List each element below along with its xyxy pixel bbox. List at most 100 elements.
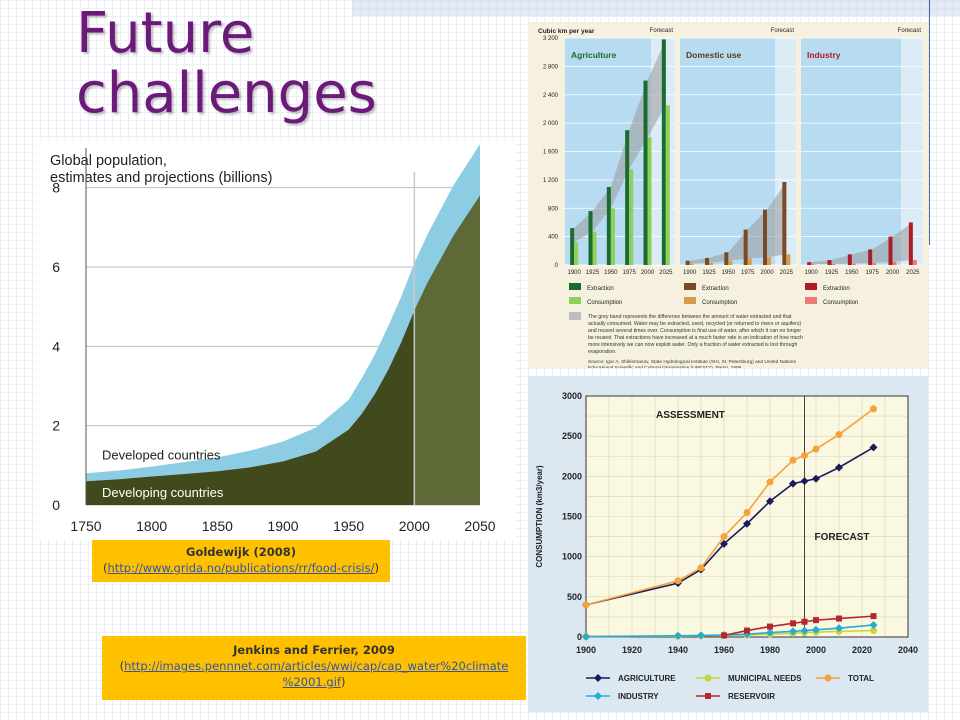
slide-title: Future challenges (76, 4, 377, 124)
forecast-label: Forecast (898, 28, 922, 34)
data-point (789, 456, 797, 464)
line-xtick-label: 1920 (622, 645, 642, 655)
caption-goldewijk-open: ( (102, 561, 108, 575)
bar-xtick-label: 2000 (760, 270, 774, 276)
consumption-bar (747, 258, 752, 265)
data-point (743, 508, 751, 516)
bar-ytick-label: 2 400 (543, 93, 559, 99)
bar-xtick-label: 1900 (683, 270, 697, 276)
data-point (767, 623, 773, 630)
line-xtick-label: 2040 (898, 645, 918, 655)
extraction-bar (705, 257, 709, 265)
series-line-reservoir (723, 615, 874, 637)
line-ytick-label: 1000 (562, 552, 582, 562)
legend-marker (705, 693, 711, 699)
bar-xtick-label: 1975 (741, 270, 755, 276)
forecast-label: Forecast (771, 28, 795, 34)
extraction-bar (782, 182, 787, 265)
data-point (801, 618, 808, 625)
data-point (744, 627, 750, 634)
consumption-bar (786, 254, 791, 265)
sector-panel-label: Industry (807, 50, 841, 60)
bar-xtick-label: 2000 (641, 270, 655, 276)
bar-xtick-label: 2025 (906, 270, 920, 276)
data-point (870, 405, 877, 413)
legend-swatch-extraction (805, 283, 817, 290)
data-point (801, 451, 808, 459)
consumption-bar (665, 105, 670, 265)
caption-goldewijk-author: Goldewijk (2008) (186, 545, 296, 559)
extraction-bar (763, 209, 767, 265)
data-point (720, 533, 728, 541)
legend-swatch-consumption (569, 297, 581, 304)
extraction-bar (570, 228, 575, 265)
legend-label-consumption: Consumption (823, 300, 858, 306)
water-sector-panel: Cubic km per year 0 400 800 1 200 1 600 2 000… (528, 22, 928, 371)
line-ytick-label: 1500 (562, 512, 582, 522)
consumption-bar (767, 257, 771, 265)
pop-ytick-label: 0 (52, 497, 60, 513)
extraction-bar (724, 252, 729, 265)
data-point (674, 631, 682, 640)
data-point (582, 632, 590, 641)
sector-panel-label: Domestic use (686, 50, 742, 60)
caption-jenkins-link-line1[interactable]: http://images.pennnet.com/articles/wwi/c… (124, 659, 509, 673)
bar-ytick-label: 400 (548, 235, 559, 241)
legend-marker (594, 692, 602, 700)
bar-xtick-label: 1975 (865, 270, 879, 276)
bar-xtick-label: 2025 (780, 270, 794, 276)
line-xtick-label: 1980 (760, 645, 780, 655)
data-point (721, 632, 727, 639)
extraction-bar (661, 39, 666, 266)
line-ytick-label: 2500 (562, 431, 582, 441)
data-point (800, 626, 809, 635)
consumption-bar (592, 231, 597, 265)
line-xtick-label: 2020 (852, 645, 872, 655)
bar-ytick-label: 0 (555, 263, 559, 269)
bar-xtick-label: 2000 (886, 270, 900, 276)
consumption-bar (728, 260, 733, 265)
bar-xtick-label: 2025 (659, 270, 673, 276)
top-decorative-strip (352, 0, 960, 16)
decorative-vertical-line (929, 0, 930, 245)
consumption-panel: ASSESSMENT FORECAST 0 500 1000 1500 2000 2500 30… (528, 376, 928, 712)
consumption-bar (912, 260, 917, 265)
water-sector-chart: Cubic km per year 0 400 800 1 200 1 600 2 000… (538, 28, 923, 371)
line-xtick-label: 1900 (576, 645, 596, 655)
extraction-bar (908, 222, 913, 265)
pop-ytick-label: 2 (52, 418, 60, 434)
data-point (870, 613, 877, 620)
grey-band (574, 39, 666, 243)
legend-label-extraction: Extraction (823, 286, 850, 292)
data-point (789, 479, 797, 488)
data-point (697, 564, 705, 572)
data-point (800, 477, 809, 486)
data-point (835, 624, 843, 633)
extraction-bar (625, 130, 630, 265)
data-point (743, 519, 751, 528)
caption-jenkins-link-line2[interactable]: %2001.gif (282, 675, 341, 689)
pop-ytick-label: 8 (52, 180, 60, 196)
grey-band (689, 182, 787, 264)
consumption-bar (574, 242, 579, 265)
bar-ytick-label: 2 800 (543, 64, 559, 70)
extraction-bar (685, 260, 690, 265)
consumption-bar (610, 208, 615, 265)
assessment-annotation: ASSESSMENT (656, 410, 725, 421)
extraction-bar (588, 211, 593, 265)
line-ytick-label: 3000 (562, 391, 582, 401)
data-point (582, 601, 590, 609)
pop-chart-subtitle: estimates and projections (billions) (50, 170, 272, 186)
caption-goldewijk-link[interactable]: http://www.grida.no/publications/rr/food… (107, 561, 375, 575)
legend-swatch-grey-band (569, 312, 581, 320)
data-point (812, 625, 820, 634)
consumption-bar (709, 262, 713, 265)
bar-ytick-label: 1 600 (543, 150, 559, 156)
extraction-bar (827, 260, 832, 265)
bar-chart-ylabel: Cubic km per year (538, 28, 595, 35)
consumption-bar (689, 263, 694, 265)
data-point (812, 445, 820, 453)
data-point (790, 620, 796, 627)
consumption-bar (831, 263, 836, 265)
legend-label-extraction: Extraction (587, 286, 614, 292)
